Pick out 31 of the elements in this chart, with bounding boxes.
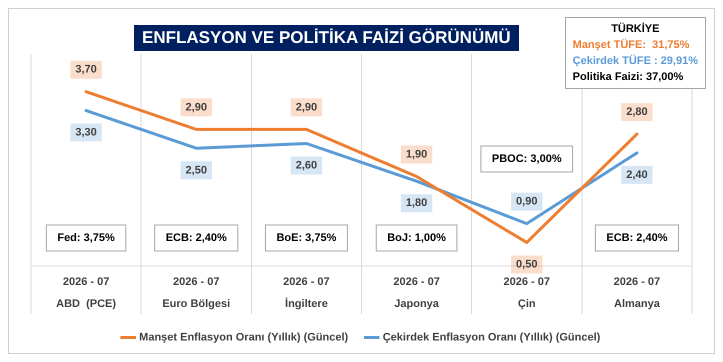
annotation: ECB: 2,40% <box>166 232 228 244</box>
x-tick-label: 2026 - 07 Euro Bölgesi <box>162 276 230 310</box>
annotation: BoJ: 1,00% <box>387 232 446 244</box>
data-label: 2,50 <box>186 164 207 176</box>
data-label: 2,60 <box>296 160 318 172</box>
data-label: 2,80 <box>626 106 648 118</box>
text: Politika Faizi: 37,00% <box>572 70 684 85</box>
data-label: 2,40 <box>626 168 648 181</box>
data-label: 3,70 <box>75 64 97 76</box>
annotation: Fed: 3,75% <box>57 232 116 244</box>
legend-label: Manşet Enflasyon Oranı (Yıllık) (Güncel) <box>139 332 349 344</box>
data-label: 1,80 <box>406 197 428 210</box>
data-label: 0,50 <box>516 258 538 270</box>
chart-title: ENFLASYON VE POLİTİKA FAİZİ GÖRÜNÜMÜ <box>134 25 519 51</box>
text: Çekirdek TÜFE : 29,91% <box>572 54 698 69</box>
x-tick-label: 2026 - 07 Almanya <box>614 276 661 310</box>
x-tick-label: 2026 - 07 ABD (PCE) <box>56 276 116 310</box>
data-label: 2,90 <box>296 101 318 114</box>
x-tick-label: 2026 - 07 Japonya <box>393 276 440 310</box>
annotation: PBOC: 3,00% <box>492 153 562 166</box>
x-tick-label: 2026 - 07 İngiltere <box>283 276 330 310</box>
data-label: 2,90 <box>186 101 207 114</box>
legend-label: Çekirdek Enflasyon Oranı (Yıllık) (Güncel) <box>382 332 601 344</box>
annotation: BoE: 3,75% <box>276 232 337 244</box>
data-label: 3,30 <box>75 126 97 139</box>
annotation: ECB: 2,40% <box>606 232 668 244</box>
data-label: 0,90 <box>516 196 538 208</box>
data-label: 1,90 <box>406 148 428 161</box>
x-tick-label: 2026 - 07 Çin <box>504 276 550 310</box>
text: Manşet TÜFE: 31,75% <box>572 38 690 53</box>
text: TÜRKİYE <box>610 22 660 37</box>
